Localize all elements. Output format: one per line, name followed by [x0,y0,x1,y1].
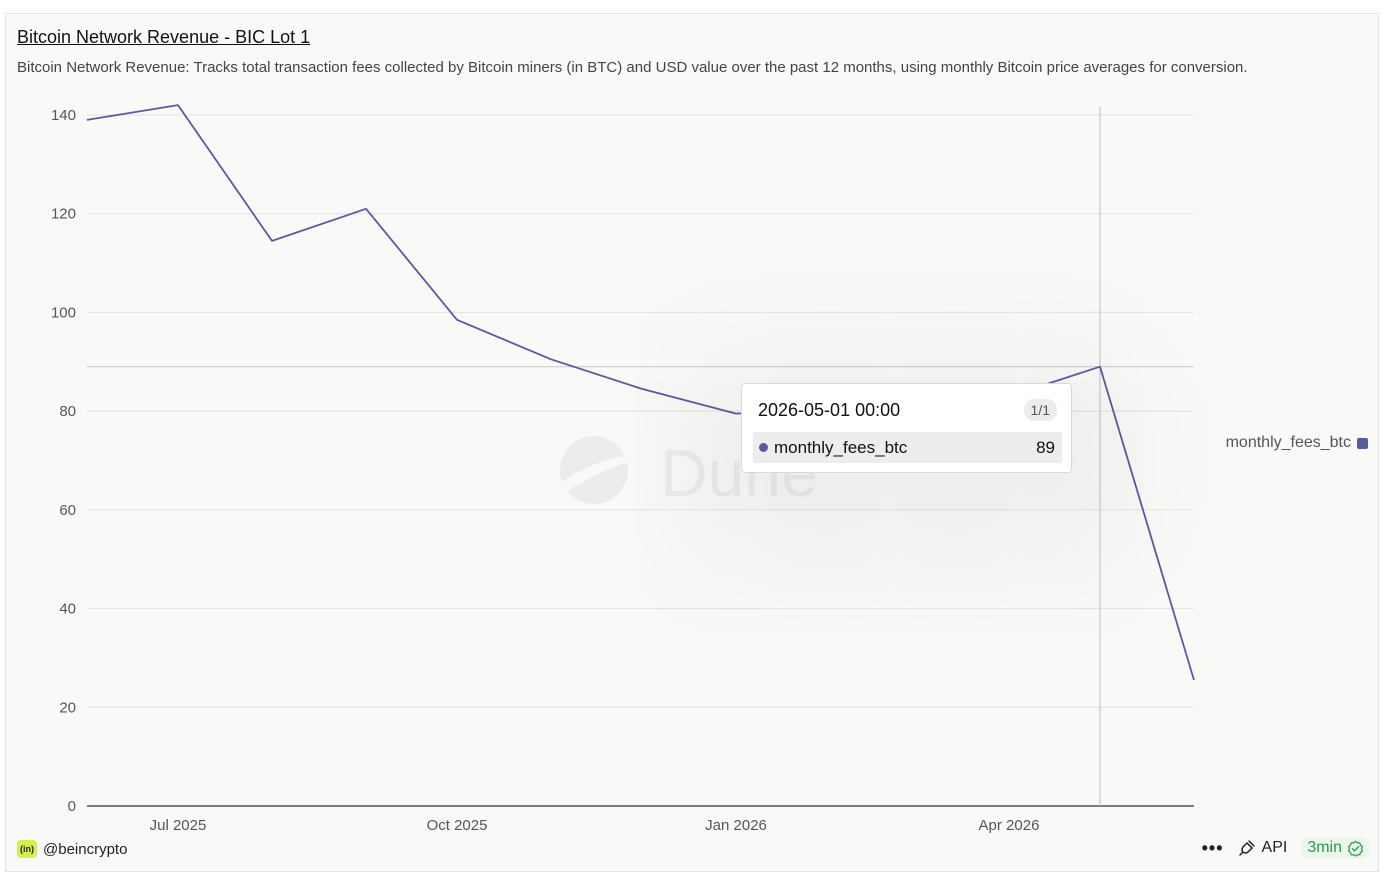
y-tick-label: 20 [59,699,76,716]
y-tick-label: 140 [51,107,76,124]
tooltip-value: 89 [1036,438,1055,457]
tooltip-count-badge: 1/1 [1023,399,1057,421]
y-tick-label: 80 [59,403,76,420]
footer-actions: ••• API 3min [1202,837,1370,859]
plug-icon [1238,840,1255,856]
more-options-icon[interactable]: ••• [1201,837,1224,858]
legend[interactable]: monthly_fees_btc [1226,434,1368,452]
verified-check-icon [1347,840,1364,857]
x-tick-label: Jan 2026 [705,817,767,834]
api-button[interactable]: API [1238,839,1288,857]
tooltip: 2026-05-01 00:00 1/1 monthly_fees_btc 89 [741,383,1072,473]
line-chart: Dune 0 20 40 60 80 100 120 140 Jul 2025 Oct 2025… [51,104,1195,834]
beincrypto-logo-icon: (in) [17,840,37,858]
chart-panel: Bitcoin Network Revenue - BIC Lot 1 Bitc… [5,13,1379,872]
x-tick-label: Oct 2025 [427,817,488,834]
chart-subtitle: Bitcoin Network Revenue: Tracks total tr… [17,59,1248,76]
api-label: API [1261,839,1288,856]
crosshair [87,107,1194,806]
y-axis: 0 20 40 60 80 100 120 140 [51,107,76,815]
x-tick-label: Jul 2025 [150,817,207,834]
y-tick-label: 0 [68,798,76,815]
tooltip-series-name: monthly_fees_btc [774,438,908,457]
tooltip-date: 2026-05-01 00:00 [758,400,901,420]
y-tick-label: 100 [51,304,76,321]
tooltip-row: monthly_fees_btc 89 [753,432,1062,463]
refresh-badge[interactable]: 3min [1301,837,1370,859]
refresh-time: 3min [1307,839,1342,856]
author-link[interactable]: (in) @beincrypto [17,840,127,858]
x-tick-label: Apr 2026 [979,817,1040,834]
y-tick-label: 120 [51,206,76,223]
y-tick-label: 60 [59,502,76,519]
dune-logo-stripe [562,456,628,492]
legend-swatch [1357,437,1368,449]
y-tick-label: 40 [59,601,76,618]
dune-watermark: Dune [560,436,818,510]
author-name: @beincrypto [43,840,128,858]
chart-title[interactable]: Bitcoin Network Revenue - BIC Lot 1 [17,27,311,47]
legend-label: monthly_fees_btc [1225,434,1351,451]
tooltip-series-dot [759,443,768,452]
x-axis: Jul 2025 Oct 2025 Jan 2026 Apr 2026 [150,817,1040,834]
